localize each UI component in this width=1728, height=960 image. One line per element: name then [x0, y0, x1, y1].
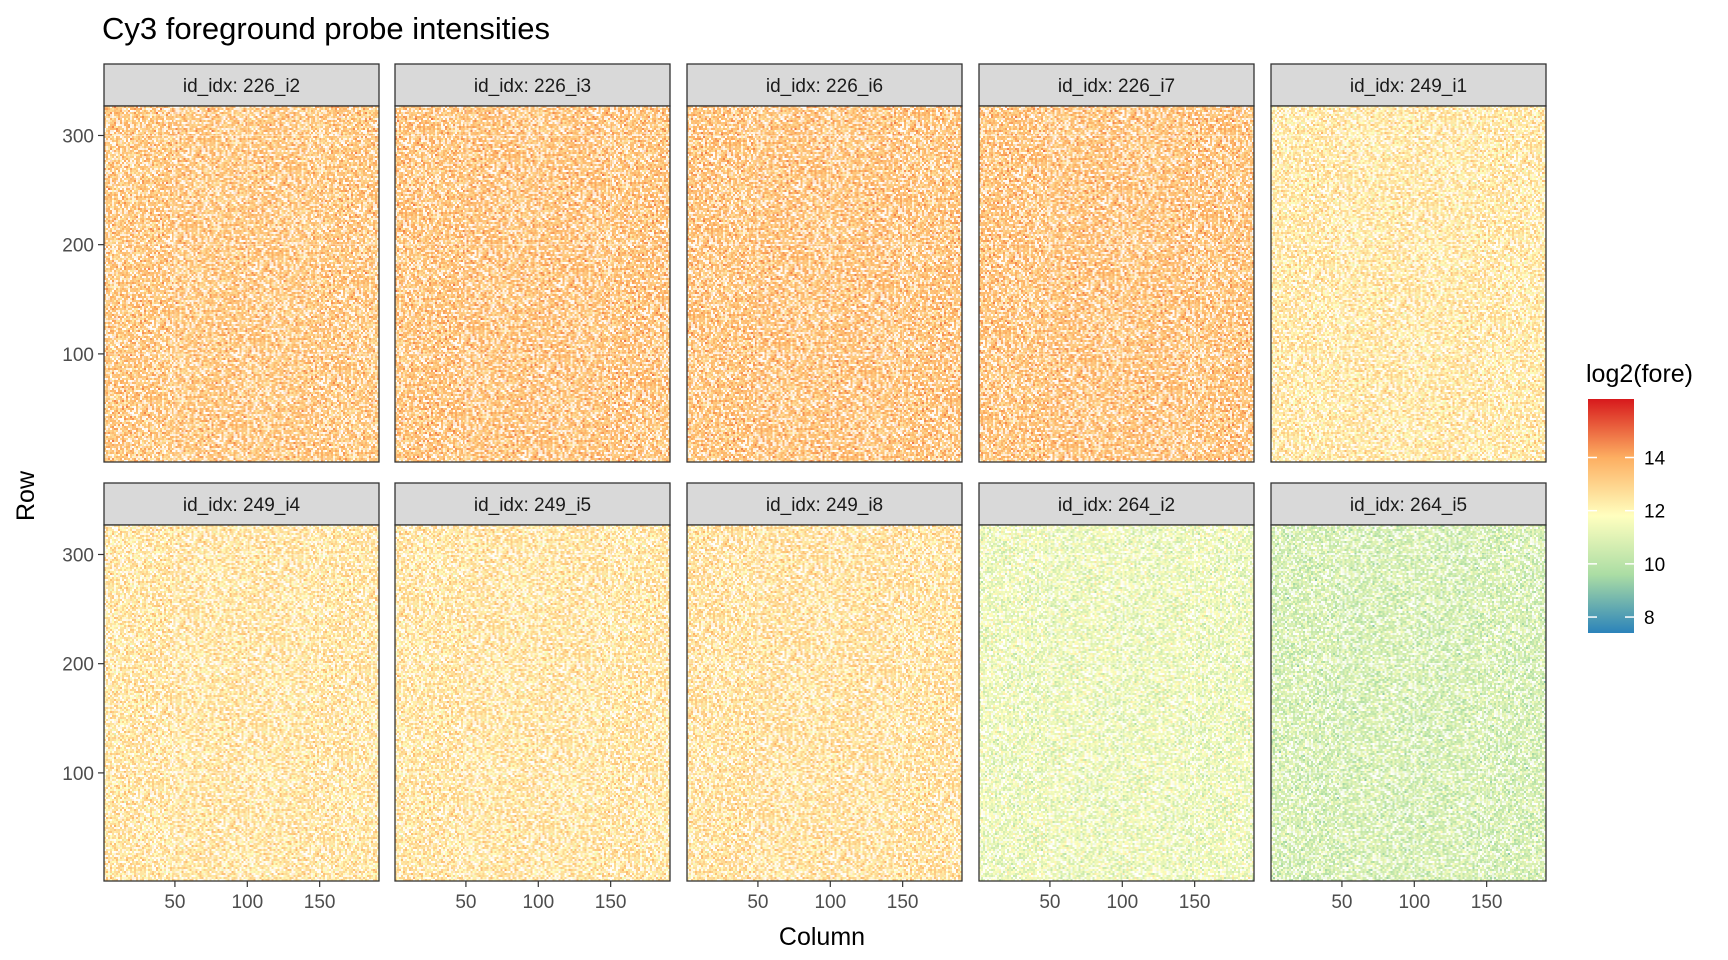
x-tick-label: 150: [304, 892, 336, 913]
facet-strip-label: id_idx: 226_i3: [474, 76, 591, 97]
x-tick-label: 150: [1471, 892, 1503, 913]
facet-strip: [1270, 63, 1547, 107]
x-axis-title: Column: [779, 923, 865, 951]
heatmap-tiles: [1271, 525, 1546, 881]
legend-colorbar: [1588, 399, 1634, 633]
y-tick-label: 100: [62, 345, 94, 366]
facet-panel: id_idx: 249_i4 100 200 300 50 100 150: [62, 482, 380, 913]
chart-title: Cy3 foreground probe intensities: [102, 11, 550, 46]
x-tick-label: 50: [1331, 892, 1352, 913]
facet-strip: [103, 482, 380, 526]
panel-border: [103, 105, 380, 463]
facet-panel: id_idx: 249_i1: [1270, 63, 1547, 463]
x-tick-label: 100: [231, 892, 263, 913]
x-tick-label: 150: [595, 892, 627, 913]
panel-border: [686, 524, 963, 882]
y-tick-label: 300: [62, 126, 94, 147]
x-tick-label: 50: [1039, 892, 1060, 913]
panel-border: [394, 524, 671, 882]
facet-panel: id_idx: 249_i5 50 100 150: [394, 482, 671, 913]
x-tick-label: 50: [747, 892, 768, 913]
y-tick-label: 100: [62, 764, 94, 785]
x-tick-label: 50: [164, 892, 185, 913]
heatmap-tiles: [395, 525, 670, 881]
facet-panel: id_idx: 226_i7: [978, 63, 1255, 463]
facet-strip-label: id_idx: 226_i6: [766, 76, 883, 97]
heatmap-tiles: [1271, 106, 1546, 462]
facet-strip: [978, 63, 1255, 107]
legend-tick-label: 8: [1644, 608, 1655, 629]
facet-strip: [686, 482, 963, 526]
facet-panel: id_idx: 264_i5 50 100 150: [1270, 482, 1547, 913]
x-tick-label: 100: [814, 892, 846, 913]
facet-panel: id_idx: 264_i2 50 100 150: [978, 482, 1255, 913]
facet-panels: id_idx: 226_i2 100 200 300 id_idx: 226_i3 id_…: [62, 63, 1547, 913]
facet-strip: [103, 63, 380, 107]
facet-strip: [978, 482, 1255, 526]
heatmap-tiles: [979, 525, 1254, 881]
legend-ticks: 8 10 12 14: [1588, 449, 1666, 629]
facet-strip-label: id_idx: 249_i4: [183, 495, 301, 516]
facet-strip-label: id_idx: 226_i2: [183, 76, 300, 97]
heatmap-tiles: [104, 106, 379, 462]
facet-strip-label: id_idx: 249_i8: [766, 495, 883, 516]
facet-strip: [394, 482, 671, 526]
y-axis-title: Row: [12, 470, 40, 521]
facet-strip-label: id_idx: 264_i5: [1350, 495, 1467, 516]
panel-border: [978, 524, 1255, 882]
x-tick-label: 50: [455, 892, 476, 913]
panel-border: [103, 524, 380, 882]
panel-border: [1270, 524, 1547, 882]
facet-panel: id_idx: 226_i3: [394, 63, 671, 463]
x-tick-label: 100: [1106, 892, 1138, 913]
facet-strip-label: id_idx: 249_i1: [1350, 76, 1467, 97]
x-tick-label: 100: [1398, 892, 1430, 913]
heatmap-tiles: [687, 525, 962, 881]
color-legend: log2(fore) 8 10 12 14: [1586, 360, 1693, 633]
facet-strip-label: id_idx: 226_i7: [1058, 76, 1175, 97]
facet-panel: id_idx: 249_i8 50 100 150: [686, 482, 963, 913]
facet-strip-label: id_idx: 249_i5: [474, 495, 591, 516]
legend-title: log2(fore): [1586, 360, 1693, 388]
legend-tick-label: 14: [1644, 449, 1666, 470]
panel-border: [686, 105, 963, 463]
facet-panel: id_idx: 226_i2 100 200 300: [62, 63, 380, 463]
panel-border: [978, 105, 1255, 463]
heatmap-tiles: [395, 106, 670, 462]
facet-strip: [1270, 482, 1547, 526]
facet-panel: id_idx: 226_i6: [686, 63, 963, 463]
x-tick-label: 100: [522, 892, 554, 913]
heatmap-tiles: [104, 525, 379, 881]
x-tick-label: 150: [887, 892, 919, 913]
heatmap-tiles: [979, 106, 1254, 462]
heatmap-tiles: [687, 106, 962, 462]
panel-border: [1270, 105, 1547, 463]
x-tick-label: 150: [1179, 892, 1211, 913]
y-tick-label: 300: [62, 545, 94, 566]
legend-tick-label: 10: [1644, 555, 1665, 576]
legend-tick-label: 12: [1644, 502, 1665, 523]
y-tick-label: 200: [62, 236, 94, 257]
panel-border: [394, 105, 671, 463]
y-tick-label: 200: [62, 655, 94, 676]
facet-strip-label: id_idx: 264_i2: [1058, 495, 1175, 516]
